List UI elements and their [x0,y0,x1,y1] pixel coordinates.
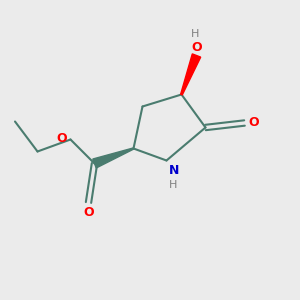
Text: N: N [169,164,179,177]
Polygon shape [181,54,201,95]
Text: O: O [83,206,94,219]
Text: H: H [191,29,199,39]
Text: O: O [248,116,259,130]
Polygon shape [93,148,134,168]
Text: H: H [169,180,177,190]
Text: O: O [56,131,67,145]
Text: O: O [191,41,202,54]
